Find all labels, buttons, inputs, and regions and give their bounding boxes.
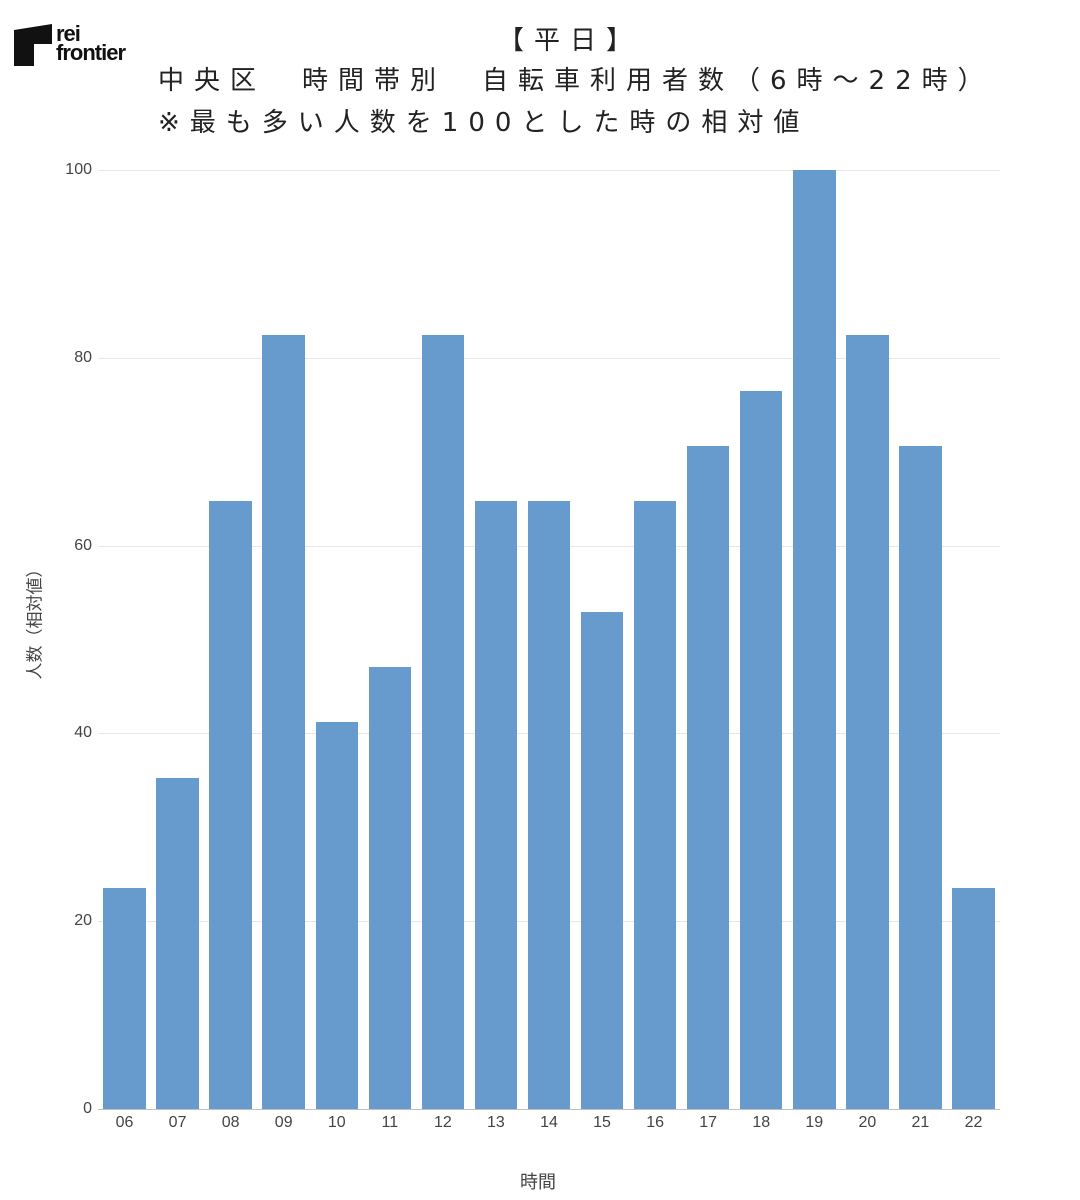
bar-14[interactable]: [527, 501, 571, 1109]
bar-10[interactable]: [315, 722, 358, 1109]
bar-20[interactable]: [846, 335, 889, 1109]
bar-19[interactable]: [793, 170, 836, 1109]
logo: rei frontier: [14, 21, 126, 66]
x-tick-label: 10: [327, 1114, 346, 1131]
y-tick-label: 0: [83, 1100, 92, 1117]
x-tick-label: 22: [964, 1114, 983, 1131]
x-axis-line: [98, 1109, 1000, 1110]
x-tick-label: 14: [540, 1114, 558, 1131]
bar-13[interactable]: [474, 501, 518, 1109]
x-tick-label: 08: [221, 1114, 240, 1131]
bar-22[interactable]: [952, 888, 995, 1109]
bar-07[interactable]: [156, 777, 199, 1109]
x-tick-label: 06: [115, 1114, 134, 1131]
chart-title-line2: 中央区 時間帯別 自転車利用者数（6時～22時）: [158, 66, 994, 96]
x-tick-label: 07: [168, 1114, 187, 1131]
y-tick-label: 40: [74, 724, 92, 742]
x-tick-label: 15: [593, 1114, 611, 1131]
y-tick-label: 80: [74, 348, 92, 366]
gridline: [98, 170, 1000, 171]
bar-18[interactable]: [740, 390, 783, 1109]
bar-06[interactable]: [103, 888, 146, 1109]
y-axis-label: 人数（相対値）: [25, 560, 46, 680]
x-tick-label: 19: [805, 1114, 824, 1131]
gridline: [98, 357, 1000, 359]
y-tick-label: 100: [65, 161, 92, 178]
logo-mark-icon: [14, 24, 52, 66]
x-tick-label: 12: [433, 1114, 452, 1131]
logo-text: rei frontier: [56, 21, 126, 65]
x-tick-label: 20: [858, 1114, 877, 1131]
x-tick-label: 09: [274, 1114, 293, 1131]
bar-17[interactable]: [686, 446, 730, 1109]
x-tick-label: 16: [646, 1114, 664, 1131]
x-tick-label: 18: [752, 1114, 771, 1131]
bar-15[interactable]: [580, 612, 624, 1109]
chart-title-line1: 【平日】: [497, 26, 642, 56]
bar-11[interactable]: [368, 666, 412, 1109]
x-axis-label: 時間: [520, 1172, 556, 1193]
chart-title-line3: ※最も多い人数を100とした時の相対値: [158, 108, 810, 138]
bar-21[interactable]: [899, 446, 942, 1109]
x-tick-label: 13: [487, 1114, 505, 1131]
bar-09[interactable]: [262, 335, 305, 1109]
plot-area: [98, 170, 1000, 1110]
x-tick-label: 17: [699, 1114, 718, 1131]
bar-12[interactable]: [421, 335, 465, 1109]
y-tick-label: 20: [74, 912, 92, 930]
bar-08[interactable]: [209, 501, 252, 1109]
y-tick-label: 60: [74, 536, 92, 554]
x-tick-label: 11: [381, 1114, 399, 1131]
bar-16[interactable]: [633, 501, 677, 1109]
x-tick-label: 21: [911, 1114, 930, 1131]
